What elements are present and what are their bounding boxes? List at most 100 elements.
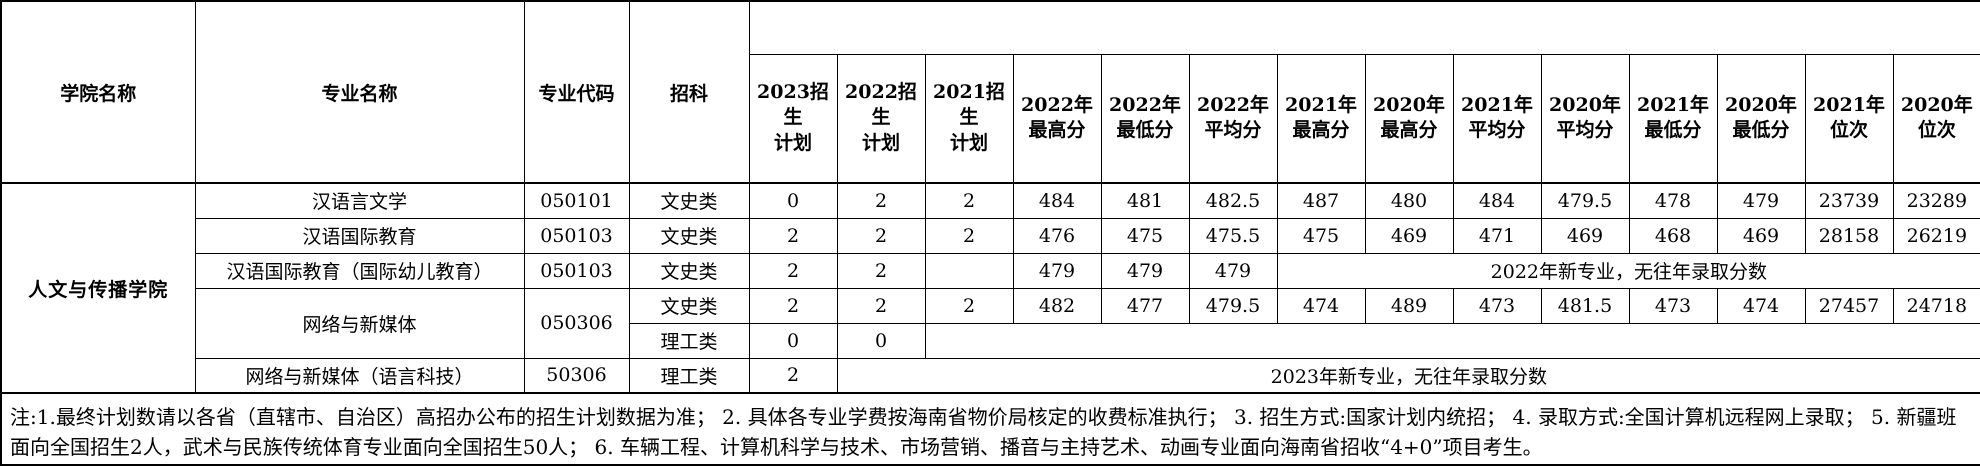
value-cell: 482	[1012, 287, 1102, 324]
value-cell: 484	[1452, 182, 1542, 219]
value-cell: 27457	[1804, 287, 1894, 324]
value-cell: 2	[836, 182, 926, 219]
major-cell: 网络与新媒体（语言科技）	[194, 357, 525, 394]
header-2022-avg: 2022年 平均分	[1188, 53, 1278, 184]
value-cell: 23289	[1892, 182, 1980, 219]
header-2021-max: 2021年 最高分	[1276, 53, 1366, 184]
header-2020-max: 2020年 最高分	[1364, 53, 1454, 184]
subject-cell: 文史类	[628, 287, 750, 324]
merged-note-cell: 2022年新专业，无往年录取分数	[1276, 252, 1980, 289]
value-cell: 477	[1100, 287, 1190, 324]
value-cell: 24718	[1892, 287, 1980, 324]
value-cell: 2	[924, 217, 1014, 254]
code-cell: 50306	[523, 357, 630, 394]
value-cell: 23739	[1804, 182, 1894, 219]
value-cell: 478	[1628, 182, 1718, 219]
note-row: 注:1.最终计划数请以各省（直辖市、自治区）高招办公布的招生计划数据为准； 2.…	[0, 392, 1980, 466]
value-cell: 475	[1100, 217, 1190, 254]
code-cell: 050101	[523, 182, 630, 219]
subject-cell: 理工类	[628, 357, 750, 394]
header-2021-avg: 2021年 平均分	[1452, 53, 1542, 184]
header-row-years: 2023招生 计划 2022招生 计划 2021招生 计划 2022年 最高分 …	[1, 53, 1980, 184]
code-header-cell: 专业代码	[523, 0, 630, 184]
value-cell: 2	[748, 357, 838, 394]
major-cell: 汉语国际教育	[194, 217, 525, 254]
header-2021-min: 2021年 最低分	[1628, 53, 1718, 184]
code-cell: 050306	[523, 287, 630, 359]
table-row: 理工类 0 0	[1, 322, 1980, 359]
table-row: 网络与新媒体（语言科技） 50306 理工类 2 2023年新专业，无往年录取分…	[1, 357, 1980, 394]
value-cell: 474	[1716, 287, 1806, 324]
value-cell: 484	[1012, 182, 1102, 219]
value-cell: 2	[748, 217, 838, 254]
college-name-cell: 人文与传播学院	[0, 182, 196, 394]
table-note: 注:1.最终计划数请以各省（直辖市、自治区）高招办公布的招生计划数据为准； 2.…	[0, 392, 1980, 466]
empty-top-band-cell	[748, 0, 1980, 55]
value-cell: 479	[1012, 252, 1102, 289]
value-cell: 480	[1364, 182, 1454, 219]
value-cell: 2	[924, 287, 1014, 324]
value-cell: 473	[1452, 287, 1542, 324]
header-2020-avg: 2020年 平均分	[1540, 53, 1630, 184]
value-cell: 489	[1364, 287, 1454, 324]
value-cell: 471	[1452, 217, 1542, 254]
value-cell: 0	[748, 322, 838, 359]
value-cell: 469	[1364, 217, 1454, 254]
value-cell: 481	[1100, 182, 1190, 219]
major-cell: 汉语言文学	[194, 182, 525, 219]
major-header-cell: 专业名称	[194, 0, 525, 184]
value-cell: 475	[1276, 217, 1366, 254]
value-cell: 2	[836, 252, 926, 289]
value-cell: 482.5	[1188, 182, 1278, 219]
header-2022-plan: 2022招生 计划	[836, 53, 926, 184]
value-cell: 26219	[1892, 217, 1980, 254]
subject-cell: 文史类	[628, 182, 750, 219]
value-cell: 479.5	[1188, 287, 1278, 324]
header-2020-min: 2020年 最低分	[1716, 53, 1806, 184]
value-cell: 481.5	[1540, 287, 1630, 324]
value-cell: 2	[924, 182, 1014, 219]
value-cell: 474	[1276, 287, 1366, 324]
value-cell: 479	[1100, 252, 1190, 289]
table-row: 汉语国际教育（国际幼儿教育） 050103 文史类 2 2 479 479 47…	[1, 252, 1980, 289]
header-2021-plan: 2021招生 计划	[924, 53, 1014, 184]
major-cell: 网络与新媒体	[194, 287, 525, 359]
table-row: 网络与新媒体 050306 文史类 2 2 2 482 477 479.5 47…	[1, 287, 1980, 359]
value-cell: 475.5	[1188, 217, 1278, 254]
code-cell: 050103	[523, 217, 630, 254]
table-row: 汉语国际教育 050103 文史类 2 2 2 476 475 475.5 47…	[1, 217, 1980, 254]
value-cell: 469	[1716, 217, 1806, 254]
college-header-cell: 学院名称	[0, 0, 196, 184]
header-row-top: 学院名称 专业名称 专业代码 招科	[0, 0, 1980, 184]
value-cell: 2	[836, 287, 926, 324]
value-cell: 479.5	[1540, 182, 1630, 219]
header-2020-rank: 2020年 位次	[1892, 53, 1980, 184]
subject-cell: 文史类	[628, 252, 750, 289]
subject-cell: 文史类	[628, 217, 750, 254]
header-2023-plan: 2023招生 计划	[748, 53, 838, 184]
value-cell: 0	[748, 182, 838, 219]
value-cell: 479	[1188, 252, 1278, 289]
subject-header-cell: 招科	[628, 0, 750, 184]
table-row: 人文与传播学院 汉语言文学 050101 文史类 0 2 2 484 481 4…	[0, 182, 1980, 394]
value-cell: 487	[1276, 182, 1366, 219]
merged-note-cell: 2023年新专业，无往年录取分数	[836, 357, 1980, 394]
value-cell: 2	[748, 287, 838, 324]
header-2021-rank: 2021年 位次	[1804, 53, 1894, 184]
subject-cell: 理工类	[628, 322, 750, 359]
empty-merged-cell	[924, 322, 1980, 359]
header-2022-max: 2022年 最高分	[1012, 53, 1102, 184]
value-cell: 2	[836, 217, 926, 254]
value-cell: 28158	[1804, 217, 1894, 254]
value-cell: 469	[1540, 217, 1630, 254]
value-cell: 0	[836, 322, 926, 359]
value-cell	[924, 252, 1014, 289]
code-cell: 050103	[523, 252, 630, 289]
header-2022-min: 2022年 最低分	[1100, 53, 1190, 184]
value-cell: 2	[748, 252, 838, 289]
value-cell: 473	[1628, 287, 1718, 324]
value-cell: 479	[1716, 182, 1806, 219]
value-cell: 468	[1628, 217, 1718, 254]
